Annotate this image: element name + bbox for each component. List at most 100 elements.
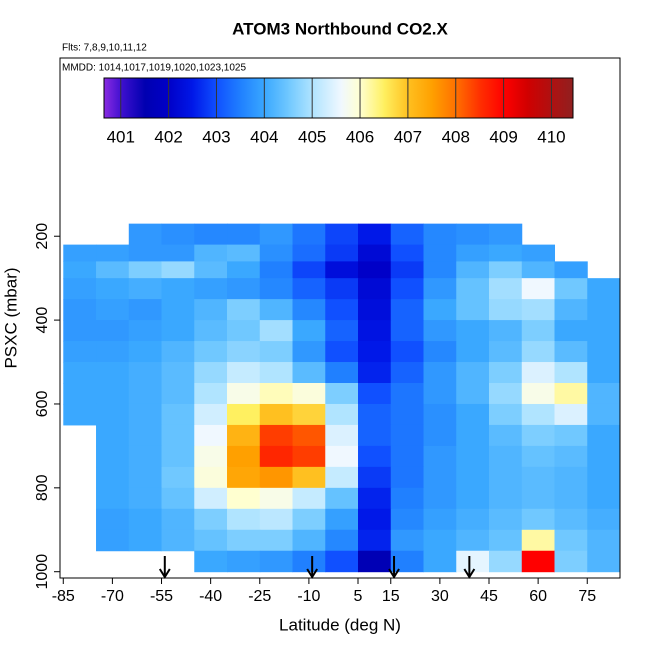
colorbar-tick-label: 408 <box>442 127 470 146</box>
annotation: MMDD: 1014,1017,1019,1020,1023,1025 <box>62 63 246 74</box>
heat-cell <box>390 383 425 405</box>
heat-cell <box>161 508 195 531</box>
heat-cell <box>194 362 228 384</box>
heat-cell <box>161 466 195 489</box>
heat-cell <box>96 529 130 552</box>
heat-cell <box>456 403 490 426</box>
heat-cell <box>128 299 163 321</box>
heat-cell <box>456 487 490 510</box>
heat-cell <box>456 223 490 246</box>
heat-cell <box>259 223 294 246</box>
heat-cell <box>521 299 556 321</box>
heat-cell <box>390 223 425 246</box>
heat-cell <box>521 278 556 300</box>
colorbar-segment <box>104 78 122 118</box>
heat-cell <box>390 299 425 321</box>
heat-cell <box>63 341 97 363</box>
heat-cell <box>358 403 392 426</box>
heat-cell <box>128 403 163 426</box>
heat-cell <box>325 487 359 510</box>
heat-cell <box>489 383 523 405</box>
colorbar-tick-label: 403 <box>202 127 230 146</box>
heat-cell <box>227 320 261 342</box>
heat-cell <box>128 278 163 300</box>
heat-cell <box>587 362 621 384</box>
heat-cell <box>292 320 326 342</box>
heat-cell <box>128 424 163 447</box>
heat-cell <box>358 362 392 384</box>
heat-cell <box>521 508 556 531</box>
heat-cell <box>63 261 97 279</box>
heat-cell <box>63 362 97 384</box>
heat-cell <box>227 244 261 262</box>
heat-cell <box>259 261 294 279</box>
colorbar-segment <box>431 78 457 118</box>
heat-cell <box>325 383 359 405</box>
heat-cell <box>259 529 294 552</box>
heat-cell <box>390 278 425 300</box>
heat-cell <box>227 487 261 510</box>
heat-cell <box>587 445 621 468</box>
heat-cell <box>554 445 588 468</box>
heat-cell <box>587 550 621 573</box>
heat-cell <box>194 466 228 489</box>
colorbar-segment <box>527 78 574 118</box>
heat-cell <box>587 403 621 426</box>
heat-cell <box>96 299 130 321</box>
arrow-head <box>388 568 400 579</box>
heat-cell <box>358 445 392 468</box>
heat-cell <box>259 445 294 468</box>
heat-cell <box>227 299 261 321</box>
heat-cell <box>423 487 457 510</box>
heat-cell <box>521 529 556 552</box>
heat-cell <box>489 362 523 384</box>
heat-cell <box>194 341 228 363</box>
heat-cell <box>390 403 425 426</box>
heat-cell <box>194 244 228 262</box>
heat-cell <box>63 320 97 342</box>
heat-cell <box>194 320 228 342</box>
heat-cell <box>325 223 359 246</box>
heat-cell <box>489 466 523 489</box>
heat-cell <box>325 529 359 552</box>
heat-cell <box>423 424 457 447</box>
heat-cell <box>96 466 130 489</box>
heat-cell <box>554 341 588 363</box>
heat-cell <box>554 487 588 510</box>
flight-arrow <box>463 556 476 579</box>
heat-cell <box>128 362 163 384</box>
heat-cell <box>227 466 261 489</box>
heat-cell <box>96 508 130 531</box>
heat-cell <box>96 320 130 342</box>
heat-cell <box>358 261 392 279</box>
heat-cell <box>194 445 228 468</box>
colorbar-tick-label: 401 <box>107 127 135 146</box>
heat-cell <box>521 550 556 573</box>
heat-cell <box>259 278 294 300</box>
colorbar-segment <box>264 78 289 118</box>
heat-cell <box>161 362 195 384</box>
heat-cell <box>423 223 457 246</box>
colorbar-segment <box>503 78 529 118</box>
heat-cell <box>259 299 294 321</box>
flight-arrow <box>306 556 319 579</box>
heat-cell <box>358 320 392 342</box>
flight-arrow <box>388 556 400 579</box>
heat-cell <box>554 383 588 405</box>
heat-cell <box>325 445 359 468</box>
heat-cell <box>128 223 163 246</box>
heat-cell <box>63 383 97 405</box>
x-tick-label: -85 <box>52 588 75 605</box>
heat-cell <box>521 487 556 510</box>
heat-cell <box>194 487 228 510</box>
heat-cell <box>423 261 457 279</box>
heat-cell <box>423 466 457 489</box>
heat-cell <box>292 529 326 552</box>
heat-cell <box>325 403 359 426</box>
heat-cell <box>423 383 457 405</box>
heat-cell <box>358 244 392 262</box>
heat-cell <box>63 278 97 300</box>
heat-cell <box>358 424 392 447</box>
heat-cell <box>587 341 621 363</box>
